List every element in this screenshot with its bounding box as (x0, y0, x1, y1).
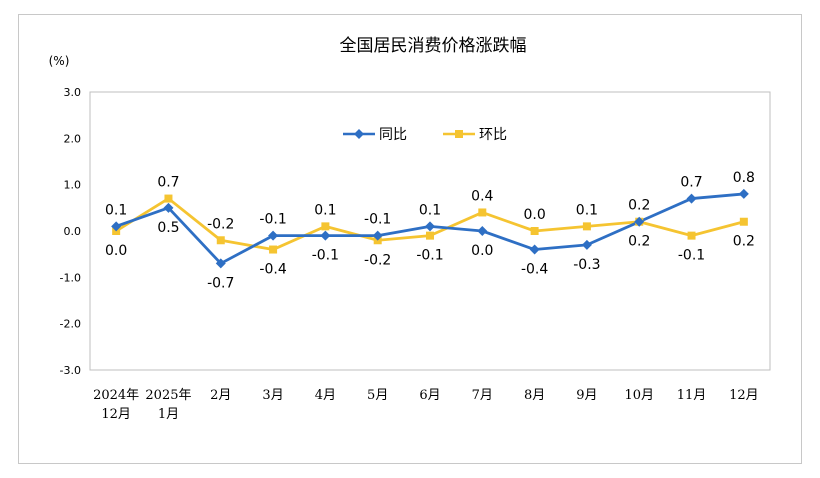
x-tick-label: 8月 (524, 388, 545, 403)
line-chart: 全国居民消费价格涨跌幅 (%) 3.0 2.0 1.0 0.0 -1.0 -2.0 -3.0… (49, 36, 771, 422)
x-tick-label: 4月 (315, 388, 336, 403)
marker-yoy (111, 221, 122, 232)
data-label-yoy: 0.5 (157, 220, 179, 236)
x-tick-label: 1月 (158, 407, 179, 422)
y-tick-label: 1.0 (64, 179, 82, 192)
data-label-mom: -0.1 (416, 248, 443, 264)
marker-mom (582, 222, 591, 231)
x-tick-label: 7月 (472, 388, 493, 403)
marker-yoy (163, 202, 174, 213)
data-label-yoy: -0.4 (521, 262, 548, 278)
data-label-yoy: -0.7 (207, 275, 234, 291)
data-label-mom: 0.1 (314, 202, 336, 218)
data-label-mom: 0.1 (576, 202, 598, 218)
x-tick-label: 2月 (210, 388, 231, 403)
marker-yoy (686, 193, 697, 204)
data-label-mom: 0.7 (157, 175, 179, 191)
y-axis-unit: (%) (49, 54, 70, 68)
data-label-yoy: 0.1 (419, 202, 441, 218)
marker-mom (478, 208, 487, 217)
y-tick-label: -3.0 (60, 364, 81, 377)
data-label-mom: -0.1 (678, 248, 705, 264)
marker-yoy (425, 221, 435, 232)
marker-mom (216, 236, 225, 245)
y-tick-label: 3.0 (64, 86, 82, 99)
marker-mom (739, 217, 748, 226)
data-label-mom: -0.1 (259, 212, 286, 228)
y-axis-ticks: 3.0 2.0 1.0 0.0 -1.0 -2.0 -3.0 (60, 86, 81, 377)
x-axis-ticks: 2024年 12月 2025年 1月 2月 3月 4月 5月 6月 7月 8月 9月 10月 11月 12月 (93, 388, 759, 422)
data-label-yoy: -0.1 (312, 248, 339, 264)
data-label-yoy: 0.8 (733, 170, 755, 186)
data-label-mom: 0.0 (523, 207, 545, 223)
data-label-yoy: -0.3 (573, 257, 600, 273)
legend: 同比 环比 (343, 127, 507, 143)
data-label-mom: -0.2 (207, 216, 234, 232)
data-label-mom: -0.1 (364, 212, 391, 228)
data-label-yoy: 0.0 (471, 243, 493, 259)
marker-mom (321, 222, 330, 231)
x-tick-label: 3月 (262, 388, 283, 403)
x-tick-label: 12月 (101, 407, 131, 422)
chart-frame: 全国居民消费价格涨跌幅 (%) 3.0 2.0 1.0 0.0 -1.0 -2.0 -3.0… (18, 14, 802, 464)
data-label-yoy: -0.2 (364, 252, 391, 268)
data-label-yoy: -0.4 (259, 262, 286, 278)
marker-mom (269, 245, 278, 254)
data-label-yoy: 0.7 (680, 175, 702, 191)
marker-mom (687, 231, 696, 240)
legend-marker-mom (455, 130, 463, 138)
plot-area (89, 91, 771, 371)
y-tick-label: -1.0 (60, 271, 81, 284)
x-tick-label: 11月 (677, 388, 707, 403)
y-tick-label: 0.0 (64, 225, 82, 238)
x-tick-label: 12月 (729, 388, 759, 403)
y-tick-label: 2.0 (64, 132, 82, 145)
marker-mom (164, 194, 173, 203)
data-label-mom: 0.4 (471, 188, 493, 204)
x-tick-label: 2024年 (93, 388, 139, 403)
x-tick-label: 5月 (367, 388, 388, 403)
data-label-mom: 0.2 (733, 234, 755, 250)
data-label-yoy: 0.1 (105, 202, 127, 218)
data-labels: 0.1 0.0 0.5 0.7 -0.7 -0.2 -0.4 -0.1 -0.1 0.1 -0.2 -… (105, 170, 755, 291)
y-tick-label: -2.0 (60, 318, 81, 331)
marker-yoy (581, 239, 592, 250)
x-tick-label: 6月 (419, 388, 440, 403)
data-label-mom: 0.0 (105, 243, 127, 259)
marker-mom (530, 227, 539, 235)
marker-yoy (738, 188, 749, 199)
x-tick-label: 9月 (576, 388, 597, 403)
marker-yoy (529, 244, 540, 255)
marker-yoy (268, 230, 279, 241)
chart-title: 全国居民消费价格涨跌幅 (340, 36, 527, 56)
marker-yoy (477, 226, 488, 236)
series-markers (111, 188, 749, 269)
legend-marker-yoy (354, 129, 364, 139)
marker-yoy (634, 216, 645, 227)
legend-label-mom: 环比 (479, 127, 507, 143)
x-tick-label: 10月 (624, 388, 654, 403)
legend-label-yoy: 同比 (379, 127, 407, 143)
x-tick-label: 2025年 (145, 388, 191, 403)
marker-yoy (320, 230, 331, 241)
data-label-mom: 0.2 (628, 198, 650, 214)
marker-yoy (372, 230, 383, 241)
marker-mom (426, 231, 434, 240)
data-label-yoy: 0.2 (628, 234, 650, 250)
marker-yoy (215, 258, 226, 269)
